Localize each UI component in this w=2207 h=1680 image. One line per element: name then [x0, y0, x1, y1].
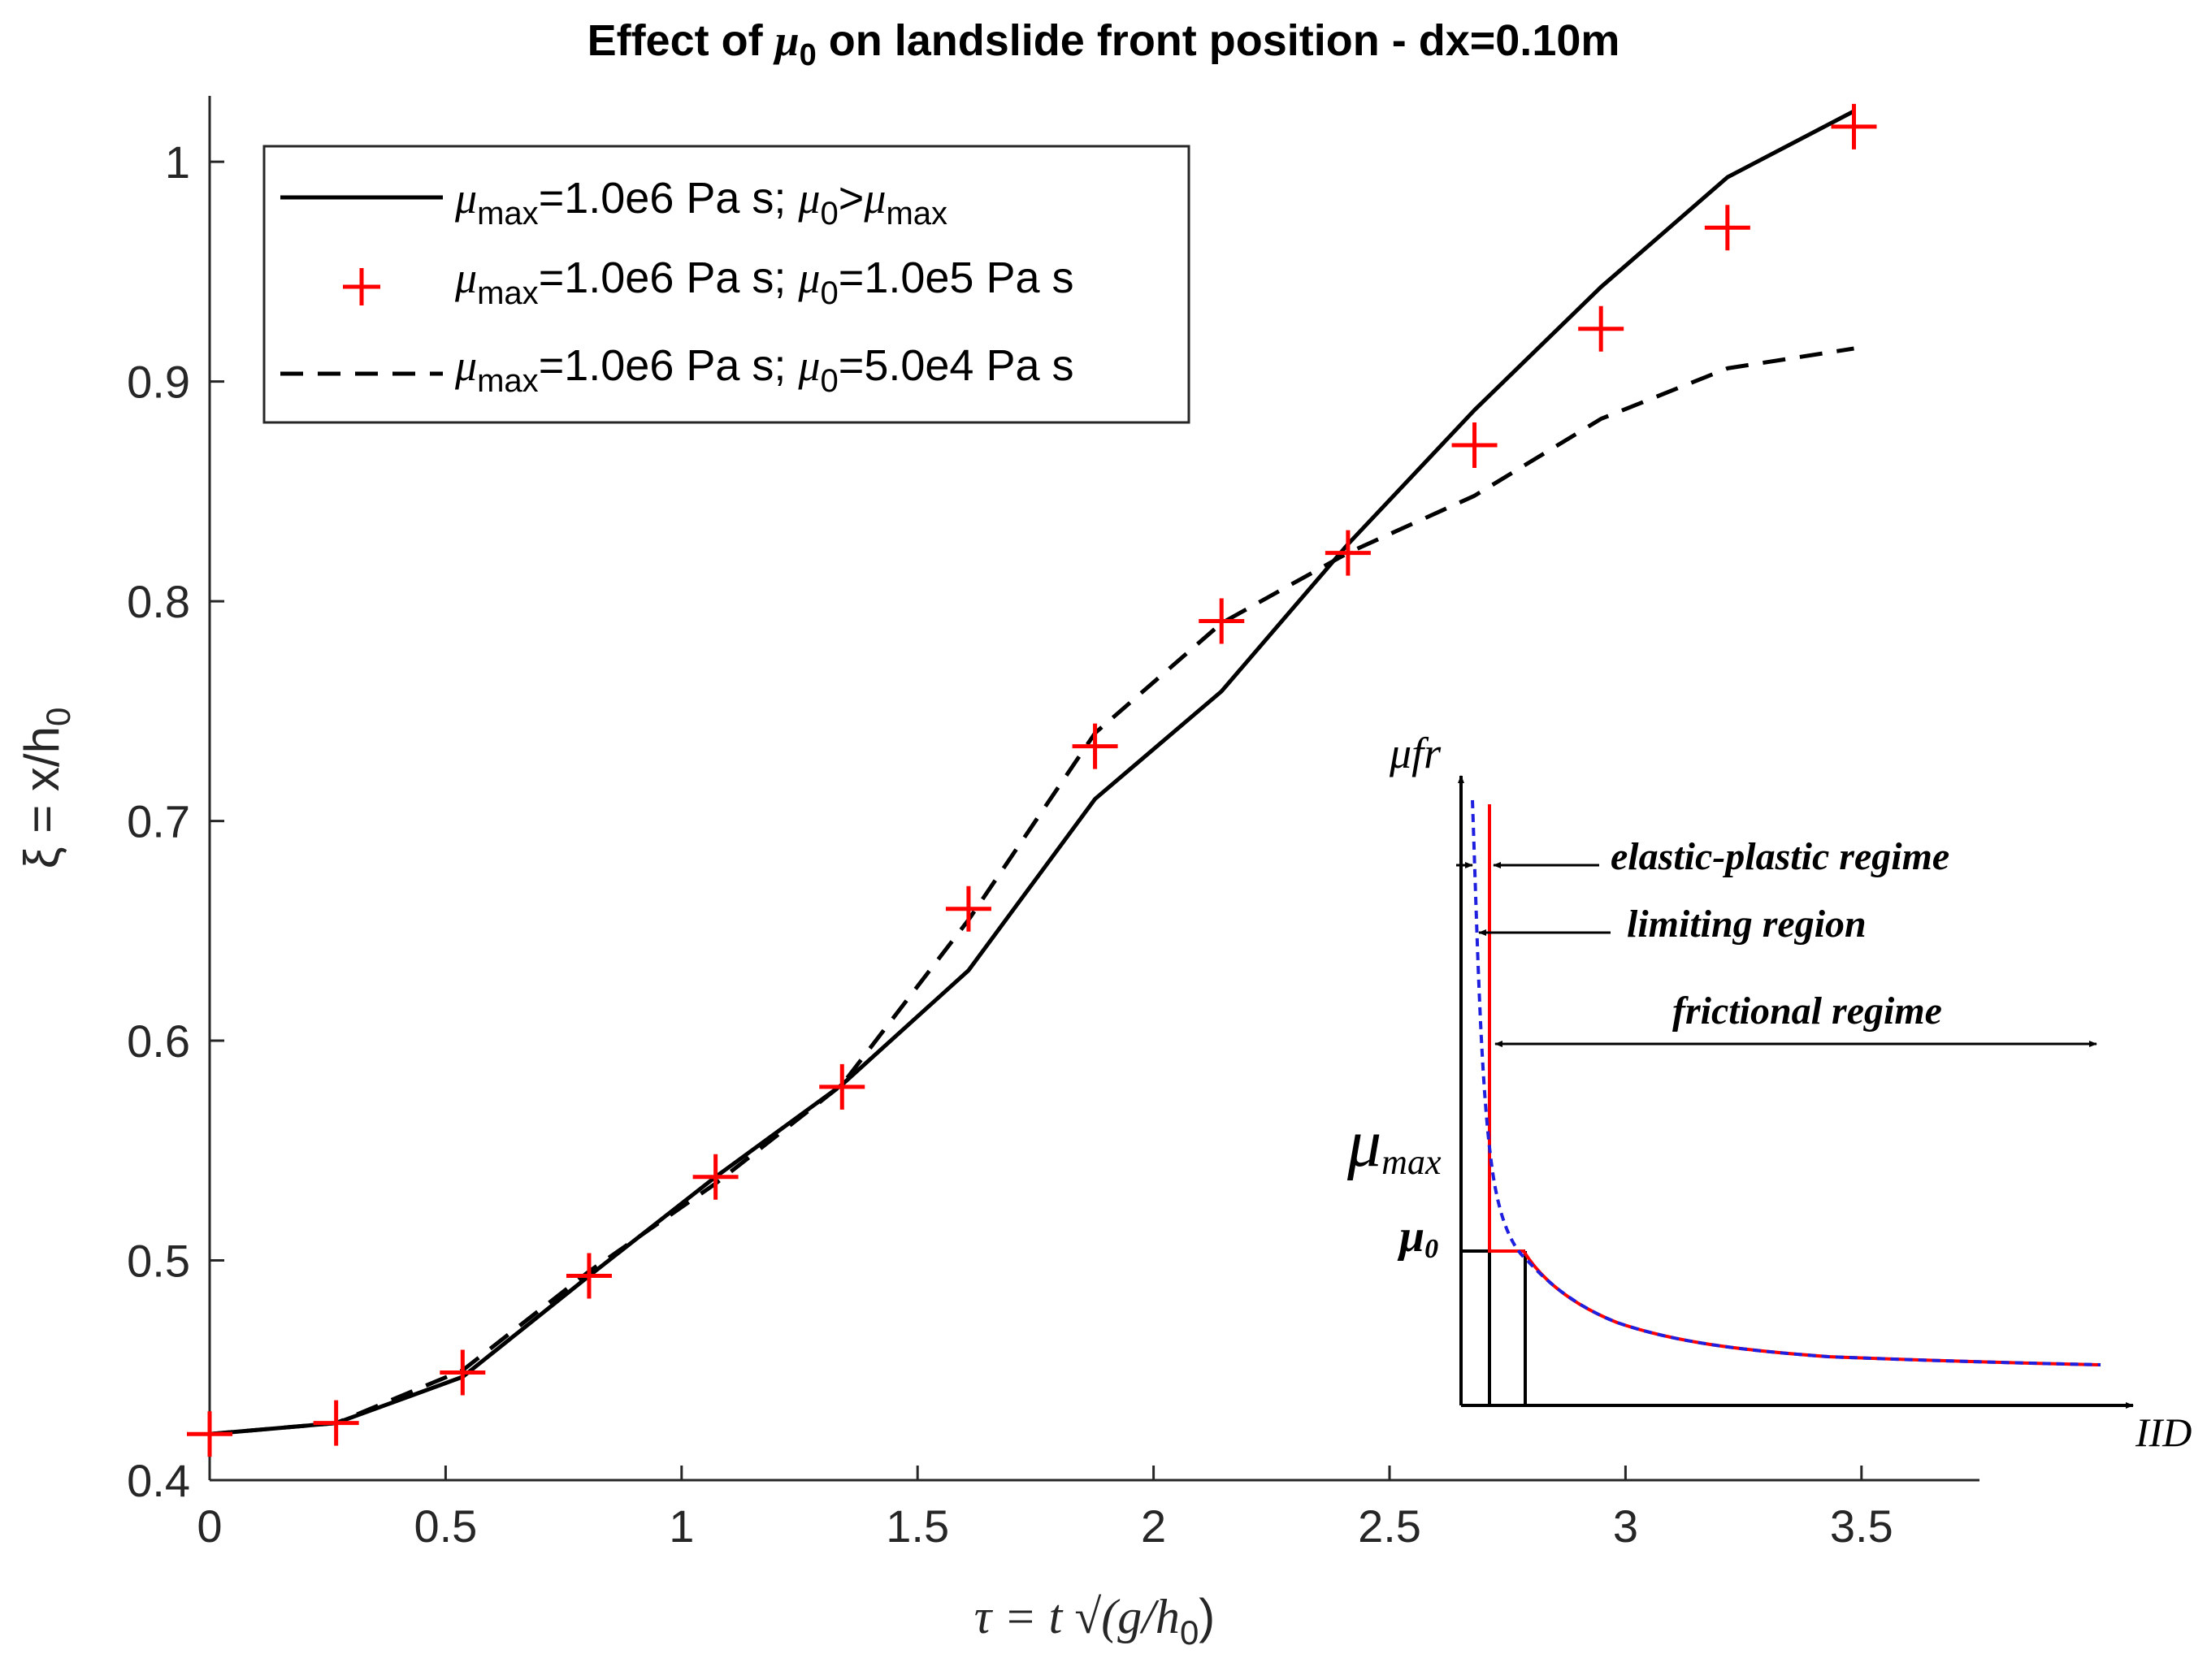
data-point-plus	[945, 885, 991, 932]
legend: μmax=1.0e6 Pa s; μ0>μmax μmax=1.0e6 Pa s…	[262, 145, 1190, 424]
inset-label-limiting: limiting region	[1627, 903, 1867, 946]
x-tick-label: 0.5	[414, 1500, 477, 1552]
data-point-plus	[819, 1063, 865, 1110]
legend-box	[262, 145, 1190, 424]
data-point-plus	[1704, 205, 1750, 251]
data-point-plus	[1199, 598, 1245, 644]
inset-blue-curve	[1471, 799, 2101, 1366]
x-axis-label: τ = t √(g/h0)	[974, 1589, 1216, 1652]
x-tick-label: 1	[669, 1500, 694, 1552]
y-tick-label: 0.5	[127, 1236, 190, 1287]
y-tick-label: 0.8	[127, 576, 190, 627]
inset-red-curve	[1488, 804, 2101, 1366]
inset-mu-0-label: μ0	[1397, 1211, 1438, 1264]
data-point-plus	[1072, 723, 1118, 769]
data-point-plus	[313, 1400, 359, 1446]
legend-entry-solid: μmax=1.0e6 Pa s; μ0>μmax	[454, 174, 947, 232]
chart-title: Effect of μ0 on landslide front position…	[588, 16, 1620, 72]
y-tick-label: 1	[165, 136, 190, 188]
series-layer	[187, 103, 1877, 1457]
inset-label-frictional: frictional regime	[1672, 989, 1942, 1033]
data-point-plus	[1451, 422, 1498, 469]
series-line-solid	[209, 109, 1855, 1436]
data-point-plus	[1831, 103, 1877, 149]
x-tick-label: 3	[1613, 1500, 1638, 1552]
legend-entry-plus: μmax=1.0e6 Pa s; μ0=1.0e5 Pa s	[454, 253, 1074, 311]
x-tick-label: 3.5	[1830, 1500, 1893, 1552]
inset-y-label: μfr	[1389, 729, 1442, 777]
y-ticks: 0.4 0.5 0.6 0.7 0.8 0.9 1	[127, 136, 224, 1506]
data-point-plus	[440, 1349, 486, 1396]
inset-x-label: IID	[2135, 1409, 2192, 1455]
y-tick-label: 0.6	[127, 1015, 190, 1067]
series-line-dashed	[209, 346, 1854, 1436]
x-tick-label: 2	[1141, 1500, 1166, 1552]
inset-mu-max-label: μmax	[1346, 1106, 1442, 1182]
legend-entry-dashed: μmax=1.0e6 Pa s; μ0=5.0e4 Pa s	[454, 341, 1074, 399]
y-axis-label: ξ = x/h0	[15, 708, 77, 869]
data-point-plus	[1578, 305, 1624, 352]
inset-label-elastic: elastic-plastic regime	[1611, 835, 1949, 878]
legend-plus-swatch	[343, 268, 380, 305]
inset-diagram: μfr IID μmax μ0 elastic-plastic regime l…	[1346, 729, 2192, 1455]
x-tick-label: 1.5	[886, 1500, 949, 1552]
data-point-plus	[692, 1154, 739, 1200]
y-tick-label: 0.9	[127, 357, 190, 408]
series-plus-markers	[187, 103, 1877, 1457]
x-ticks: 0 0.5 1 1.5 2 2.5 3 3.5	[197, 1466, 1893, 1552]
x-tick-label: 0	[197, 1500, 222, 1552]
x-tick-label: 2.5	[1358, 1500, 1421, 1552]
data-point-plus	[566, 1253, 612, 1299]
data-point-plus	[187, 1411, 232, 1457]
data-point-plus	[1325, 530, 1371, 576]
y-tick-label: 0.4	[127, 1455, 190, 1506]
y-tick-label: 0.7	[127, 796, 190, 847]
